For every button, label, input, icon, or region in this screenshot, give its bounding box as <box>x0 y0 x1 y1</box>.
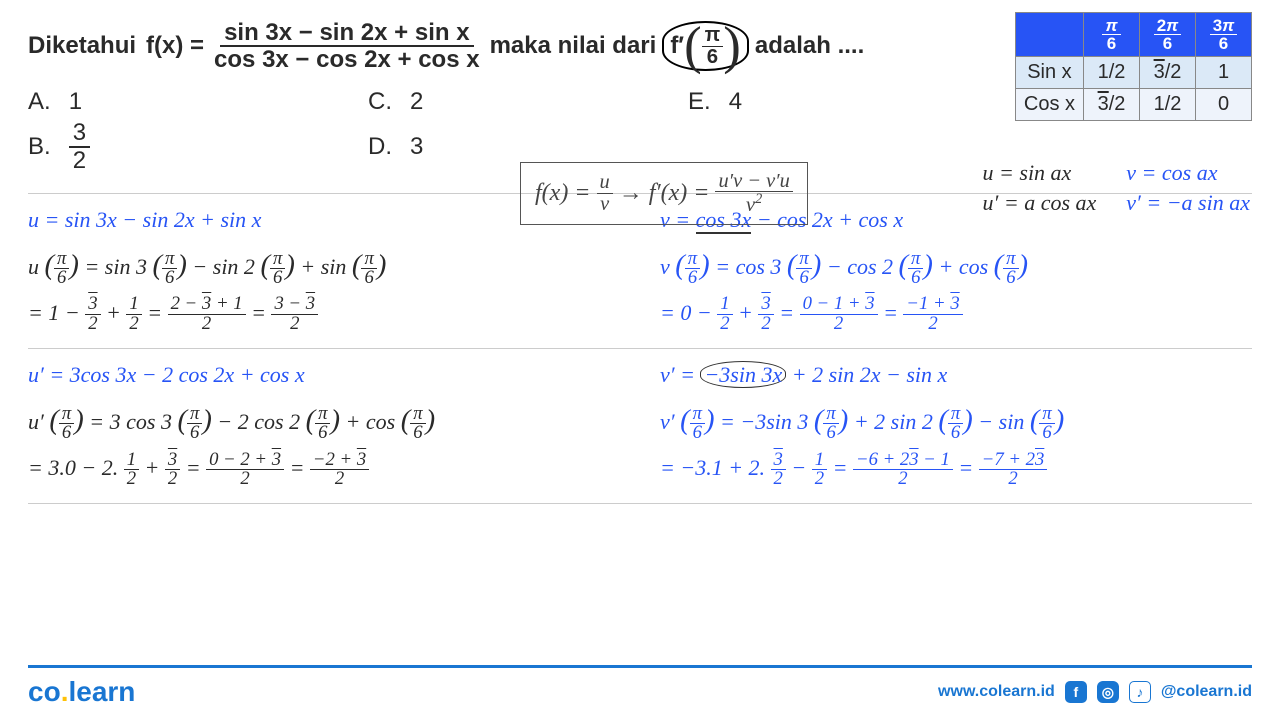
uprime-def: u′ = 3cos 3x − 2 cos 2x + cos x <box>28 357 620 392</box>
uprime-at-pi6: u′ (π6) = 3 cos 3 (π6) − 2 cos 2 (π6) + … <box>28 398 620 444</box>
table-header-pi6: π6 <box>1084 13 1140 57</box>
note-vp: v′ = −a sin ax <box>1126 190 1250 216</box>
question-denominator: cos 3x − cos 2x + cos x <box>210 47 484 72</box>
cell-sin-3pi6: 1 <box>1196 57 1252 89</box>
vprime-at-pi6: v′ (π6) = −3sin 3 (π6) + 2 sin 2 (π6) − … <box>660 398 1252 444</box>
quotient-rule-box: f(x) = u v → f′(x) = u′v − v′u v2 <box>520 162 808 225</box>
option-b: B. 3 2 <box>28 118 368 174</box>
table-header-2pi6: 2π6 <box>1140 13 1196 57</box>
facebook-icon: f <box>1065 681 1087 703</box>
option-a: A.1 <box>28 86 368 118</box>
v-at-pi6: v (π6) = cos 3 (π6) − cos 2 (π6) + cos (… <box>660 243 1252 289</box>
cell-cos-3pi6: 0 <box>1196 89 1252 121</box>
vprime-simplify: = −3.1 + 2. 32 − 12 = −6 + 23 − 12 = −7 … <box>660 450 1252 489</box>
vprime-def: v′ = −3sin 3x + 2 sin 2x − sin x <box>660 357 1252 392</box>
note-up: u′ = a cos ax <box>983 190 1097 216</box>
row-sin-label: Sin x <box>1015 57 1083 89</box>
cell-sin-pi6: 1/2 <box>1084 57 1140 89</box>
derivative-notes: u = sin ax u′ = a cos ax v = cos ax v′ =… <box>983 160 1250 216</box>
fprime-label: f′ <box>670 32 684 60</box>
footer-handle: @colearn.id <box>1161 683 1252 701</box>
u-simplify: = 1 − 32 + 12 = 2 − 3 + 12 = 3 − 32 <box>28 295 620 334</box>
trig-values-table: π6 2π6 3π6 Sin x 1/2 3/2 1 Cos x 3/2 1/2… <box>1015 12 1252 121</box>
table-header-blank <box>1015 13 1083 57</box>
note-v: v = cos ax <box>1126 160 1250 186</box>
social-links: www.colearn.id f ◎ ♪ @colearn.id <box>938 681 1252 703</box>
footer: co.learn www.colearn.id f ◎ ♪ @colearn.i… <box>28 665 1252 708</box>
pre-text: Diketahui <box>28 32 136 60</box>
uprime-column: u′ = 3cos 3x − 2 cos 2x + cos x u′ (π6) … <box>28 357 620 495</box>
cell-cos-pi6: 3/2 <box>1084 89 1140 121</box>
option-c: C.2 <box>368 86 688 118</box>
post-text: adalah .... <box>755 32 864 60</box>
worked-solution: u = sin 3x − sin 2x + sin x u (π6) = sin… <box>28 193 1252 504</box>
mid-text: maka nilai dari <box>490 32 657 60</box>
uprime-simplify: = 3.0 − 2. 12 + 32 = 0 − 2 + 32 = −2 + 3… <box>28 450 620 489</box>
table-header-3pi6: 3π6 <box>1196 13 1252 57</box>
vprime-column: v′ = −3sin 3x + 2 sin 2x − sin x v′ (π6)… <box>660 357 1252 495</box>
u-at-pi6: u (π6) = sin 3 (π6) − sin 2 (π6) + sin (… <box>28 243 620 289</box>
cell-sin-2pi6: 3/2 <box>1140 57 1196 89</box>
colearn-logo: co.learn <box>28 676 135 708</box>
fprime-arg: π 6 <box>702 25 724 67</box>
option-e: E.4 <box>688 86 908 118</box>
fn-lhs: f(x) = <box>146 32 204 60</box>
tiktok-icon: ♪ <box>1129 681 1151 703</box>
question-numerator: sin 3x − sin 2x + sin x <box>220 20 473 47</box>
footer-url: www.colearn.id <box>938 683 1055 701</box>
question-fraction: sin 3x − sin 2x + sin x cos 3x − cos 2x … <box>210 20 484 72</box>
instagram-icon: ◎ <box>1097 681 1119 703</box>
row-cos-label: Cos x <box>1015 89 1083 121</box>
cell-cos-2pi6: 1/2 <box>1140 89 1196 121</box>
note-u: u = sin ax <box>983 160 1097 186</box>
fprime-circled: f′ ( π 6 ) <box>662 21 749 71</box>
v-simplify: = 0 − 12 + 32 = 0 − 1 + 32 = −1 + 32 <box>660 295 1252 334</box>
